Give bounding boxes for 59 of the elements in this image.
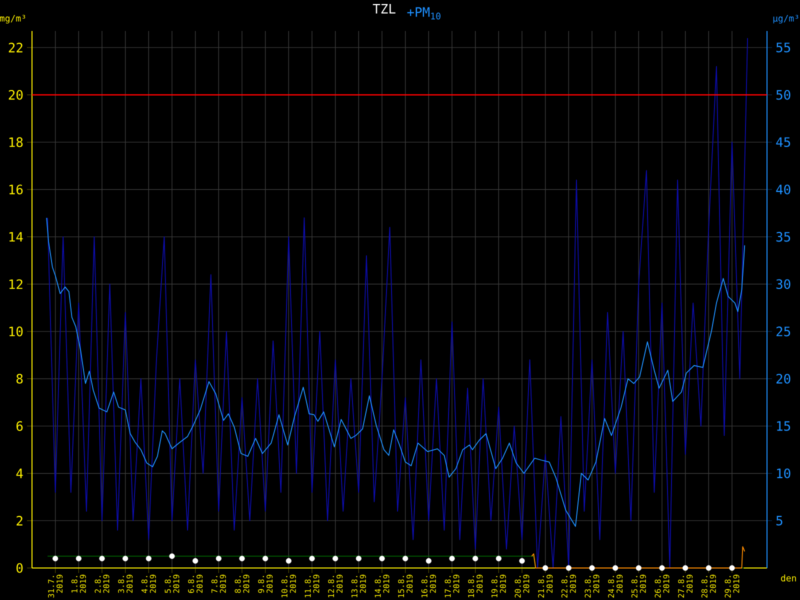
y2-axis-title: µg/m³	[773, 14, 798, 24]
y-tick-label: 10	[9, 326, 23, 336]
point	[122, 556, 128, 562]
y-tick-label: 0	[16, 563, 23, 573]
point	[426, 558, 432, 564]
point	[729, 565, 735, 571]
point	[239, 556, 245, 562]
point	[169, 553, 175, 559]
point	[379, 556, 385, 562]
y2-tick-label: 20	[776, 374, 790, 384]
point	[52, 556, 58, 562]
y-tick-label: 14	[9, 232, 23, 242]
y2-tick-label: 40	[776, 184, 790, 194]
y-tick-label: 16	[9, 184, 23, 194]
point	[216, 556, 222, 562]
y2-tick-label: 55	[776, 42, 790, 52]
y-tick-label: 20	[8, 90, 23, 100]
point	[332, 556, 338, 562]
point	[356, 556, 362, 562]
point	[496, 556, 502, 562]
y-tick-label: 6	[16, 421, 23, 431]
point	[542, 565, 548, 571]
y-tick-label: 22	[8, 42, 22, 52]
y2-tick-label: 25	[776, 326, 790, 336]
point	[659, 565, 665, 571]
text: +PM$_{10}$	[407, 7, 440, 20]
y2-tick-label: 10	[777, 468, 790, 478]
point	[449, 556, 455, 562]
point	[309, 556, 315, 562]
chart-title: TZL	[372, 4, 396, 14]
point	[566, 565, 572, 571]
point	[99, 556, 105, 562]
y-tick-label: 2	[16, 516, 22, 526]
point	[262, 556, 268, 562]
y-tick-label: 18	[9, 137, 23, 148]
y-tick-label: 4	[16, 468, 23, 478]
line-series	[46, 217, 746, 527]
y2-tick-label: 5	[776, 516, 782, 526]
y2-tick-label: 50	[776, 90, 790, 100]
point	[682, 565, 688, 571]
x-axis-title: den	[781, 574, 796, 582]
point	[636, 565, 642, 571]
y2-tick-label: 30	[776, 279, 790, 290]
y2-tick-label: 35	[776, 232, 790, 242]
point	[146, 556, 152, 562]
y-axis-title: mg/m³	[0, 14, 26, 24]
point	[706, 565, 712, 571]
y2-tick-label: 15	[777, 421, 790, 431]
point	[472, 556, 478, 562]
point	[76, 556, 82, 562]
point	[402, 556, 408, 562]
y-tick-label: 8	[16, 374, 23, 384]
point	[519, 558, 525, 564]
point	[589, 565, 595, 571]
y-tick-label: 12	[9, 279, 22, 289]
y2-tick-label: 45	[776, 137, 790, 147]
point	[612, 565, 618, 571]
point	[192, 558, 198, 564]
point	[286, 558, 292, 564]
